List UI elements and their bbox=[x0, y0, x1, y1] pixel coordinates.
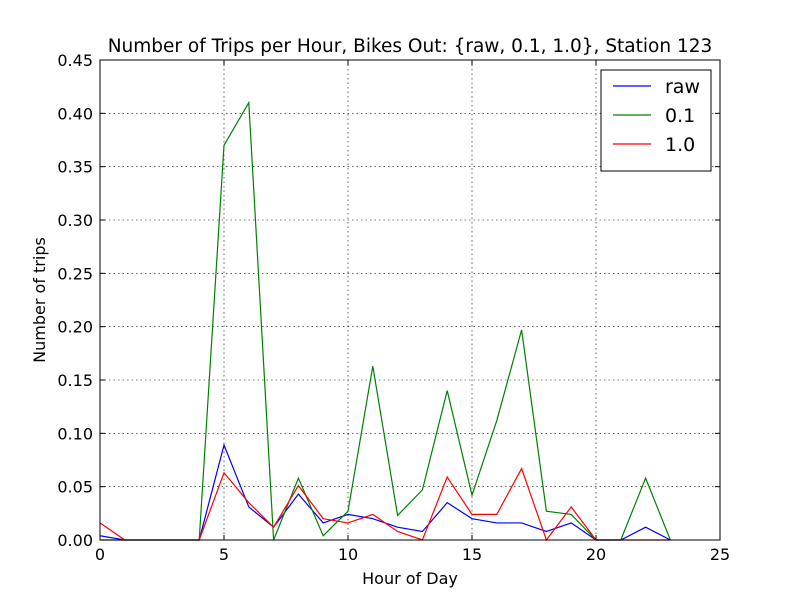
legend-label-raw: raw bbox=[665, 76, 700, 98]
axis-ticks: 0 5 10 15 20 25 0.00 0.05 0.10 0.15 0.20 0.25 0.30 0.… bbox=[57, 51, 730, 564]
x-tick-label: 15 bbox=[462, 545, 482, 564]
x-tick-label: 5 bbox=[219, 545, 229, 564]
x-tick-label: 0 bbox=[95, 545, 105, 564]
y-tick-label: 0.00 bbox=[57, 531, 93, 550]
y-tick-label: 0.25 bbox=[57, 264, 93, 283]
y-tick-label: 0.45 bbox=[57, 51, 93, 70]
y-tick-label: 0.15 bbox=[57, 371, 93, 390]
y-tick-label: 0.20 bbox=[57, 318, 93, 337]
x-tick-label: 25 bbox=[710, 545, 730, 564]
y-tick-label: 0.40 bbox=[57, 104, 93, 123]
y-tick-label: 0.30 bbox=[57, 211, 93, 230]
y-tick-label: 0.05 bbox=[57, 478, 93, 497]
y-axis-title: Number of trips bbox=[30, 237, 49, 363]
plot-area-frame bbox=[99, 59, 721, 541]
legend-label-0.1: 0.1 bbox=[665, 105, 695, 127]
chart-title: Number of Trips per Hour, Bikes Out: {ra… bbox=[108, 36, 713, 57]
x-tick-label: 20 bbox=[586, 545, 606, 564]
legend-label-1.0: 1.0 bbox=[665, 134, 695, 156]
y-tick-label: 0.10 bbox=[57, 424, 93, 443]
legend: raw 0.1 1.0 bbox=[600, 69, 712, 172]
x-axis-title: Hour of Day bbox=[362, 569, 458, 588]
y-tick-label: 0.35 bbox=[57, 158, 93, 177]
x-tick-label: 10 bbox=[338, 545, 358, 564]
legend-box bbox=[600, 69, 712, 172]
